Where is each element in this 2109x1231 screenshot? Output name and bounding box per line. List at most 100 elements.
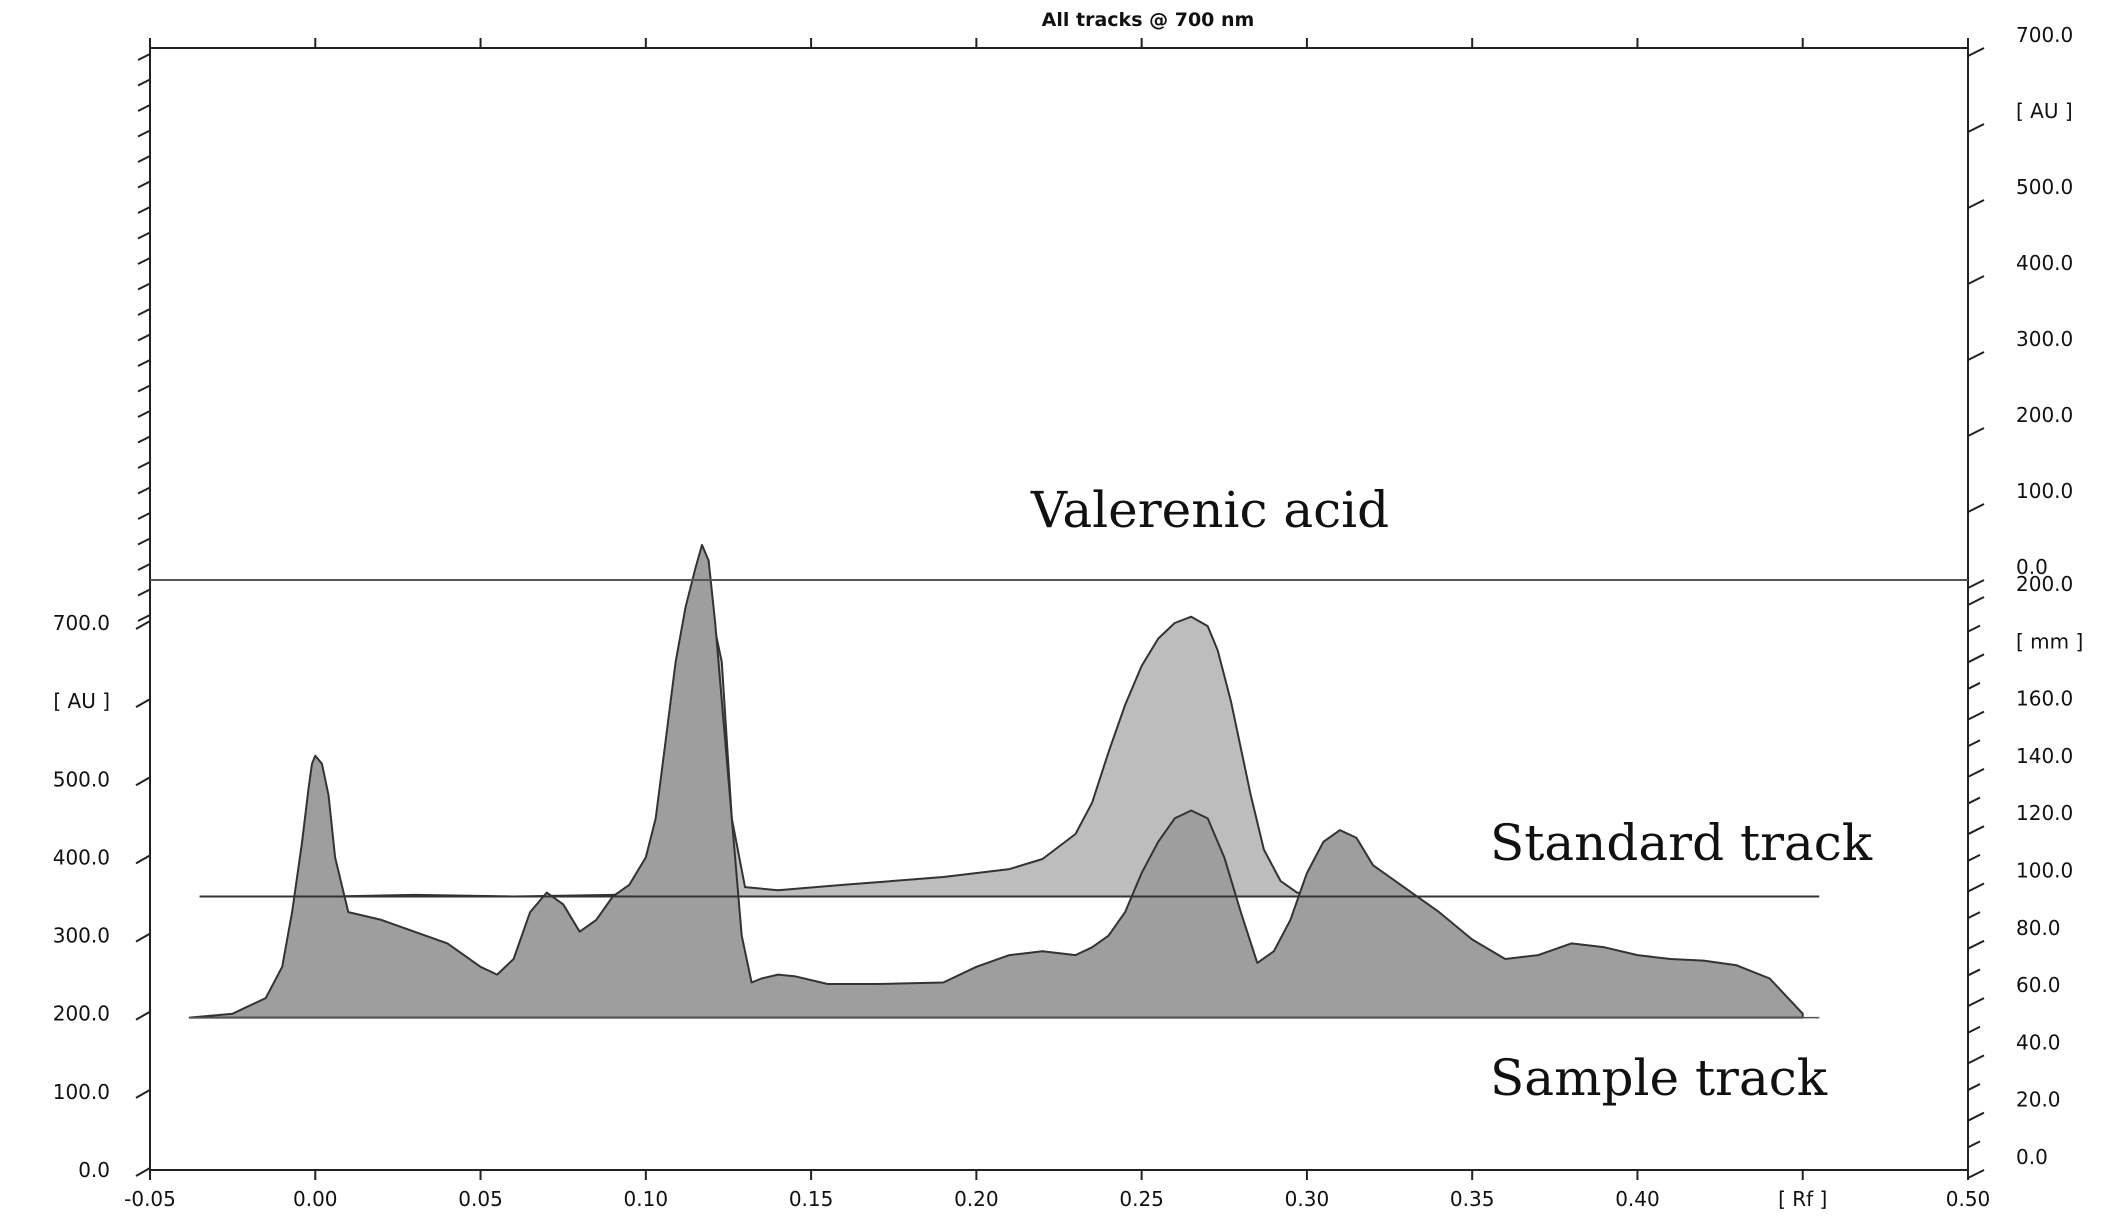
right-lower-tick — [1967, 1054, 1985, 1065]
left-tick-label: 200.0 — [53, 1002, 110, 1026]
left-tick — [135, 1010, 151, 1021]
right-upper-tick-label: 300.0 — [2016, 327, 2073, 351]
right-lower-minor-tick — [1967, 1083, 1981, 1091]
right-lower-tick — [1967, 1111, 1985, 1122]
x-tick-label: 0.50 — [1946, 1187, 1991, 1211]
left-minor-tick — [137, 53, 151, 61]
right-upper-tick-label: 100.0 — [2016, 479, 2073, 503]
left-minor-tick — [137, 588, 151, 597]
left-tick-label: 300.0 — [53, 924, 110, 948]
right-upper-tick-label: 0.0 — [2016, 555, 2048, 579]
left-minor-tick — [137, 104, 151, 112]
right-upper-tick-label: 200.0 — [2016, 403, 2073, 427]
right-lower-tick — [1967, 997, 1985, 1007]
right-lower-tick — [1967, 882, 1985, 893]
x-tick-label: 0.15 — [789, 1187, 834, 1211]
right-lower-minor-tick — [1967, 796, 1981, 805]
right-lower-minor-tick — [1967, 911, 1981, 920]
left-minor-tick — [137, 512, 151, 520]
annotation-sample-track: Sample track — [1490, 1049, 1828, 1107]
right-lower-tick-label: 160.0 — [2016, 687, 2073, 711]
left-minor-tick — [137, 486, 151, 495]
right-lower-tick-label: 200.0 — [2016, 572, 2073, 596]
right-lower-tick-label: 0.0 — [2016, 1145, 2048, 1169]
left-minor-tick — [137, 231, 151, 240]
left-minor-tick — [137, 282, 151, 291]
right-upper-tick — [1967, 199, 1985, 209]
left-tick-label: [ AU ] — [53, 689, 110, 713]
left-tick-label: 0.0 — [78, 1158, 110, 1182]
left-minor-tick — [137, 359, 151, 367]
left-tick — [135, 932, 151, 943]
series-area-sample-track — [188, 543, 1804, 1019]
right-upper-tick-label: 400.0 — [2016, 251, 2073, 275]
right-lower-minor-tick — [1967, 739, 1981, 748]
right-upper-tick-label: [ AU ] — [2016, 99, 2073, 123]
left-minor-tick — [137, 537, 151, 546]
left-tick — [135, 1167, 151, 1177]
right-lower-tick-label: 20.0 — [2016, 1088, 2061, 1112]
tick-labels: -0.05 0.00 0.05 0.10 0.15 0.20 0.25 0.30 0.35 0.4… — [53, 23, 2084, 1211]
left-tick — [135, 620, 151, 630]
x-tick-label: 0.35 — [1450, 1187, 1495, 1211]
axes — [149, 47, 1969, 1171]
left-minor-tick — [137, 614, 151, 622]
x-tick-label: 0.10 — [624, 1187, 669, 1211]
right-lower-tick — [1967, 596, 1985, 606]
series-fills — [188, 543, 1804, 1019]
left-minor-tick — [137, 461, 151, 469]
annotation-standard-track: Standard track — [1490, 814, 1873, 872]
right-upper-tick-label: 700.0 — [2016, 23, 2073, 47]
x-tick-label: 0.20 — [954, 1187, 999, 1211]
left-tick-label: 500.0 — [53, 767, 110, 791]
x-tick-label: 0.00 — [293, 1187, 338, 1211]
left-tick — [135, 698, 151, 709]
right-lower-tick-label: 120.0 — [2016, 801, 2073, 825]
right-lower-minor-tick — [1967, 968, 1981, 977]
left-minor-tick — [137, 155, 151, 163]
left-minor-tick — [137, 78, 151, 87]
right-lower-tick — [1967, 768, 1985, 778]
right-upper-tick — [1967, 427, 1985, 437]
right-lower-tick-label: 100.0 — [2016, 859, 2073, 883]
left-minor-tick — [137, 257, 151, 265]
right-lower-tick-label: 40.0 — [2016, 1030, 2061, 1054]
right-lower-minor-tick — [1967, 1140, 1981, 1149]
left-tick-label: 400.0 — [53, 845, 110, 869]
right-upper-tick — [1967, 503, 1985, 513]
left-tick — [135, 1088, 151, 1099]
right-lower-tick — [1967, 825, 1985, 836]
left-minor-tick — [137, 435, 151, 444]
x-tick-label: 0.25 — [1119, 1187, 1164, 1211]
left-minor-tick — [137, 206, 151, 214]
right-lower-tick-label: 80.0 — [2016, 916, 2061, 940]
right-upper-tick — [1967, 47, 1985, 57]
x-tick-label: 0.40 — [1615, 1187, 1660, 1211]
left-tick — [135, 776, 151, 787]
ticks — [135, 38, 1985, 1180]
left-tick-label: 100.0 — [53, 1080, 110, 1104]
x-tick-label: 0.05 — [458, 1187, 503, 1211]
left-minor-tick — [137, 129, 151, 138]
x-tick-label: 0.30 — [1285, 1187, 1330, 1211]
left-minor-tick — [137, 180, 151, 189]
right-upper-tick — [1967, 123, 1985, 133]
right-lower-tick-label: 60.0 — [2016, 973, 2061, 997]
right-lower-tick-label: 140.0 — [2016, 744, 2073, 768]
right-upper-tick — [1967, 275, 1985, 285]
right-lower-tick-label: [ mm ] — [2016, 629, 2083, 653]
right-lower-tick — [1967, 710, 1985, 721]
left-tick — [135, 854, 151, 865]
right-lower-minor-tick — [1967, 682, 1981, 690]
right-upper-tick — [1967, 351, 1985, 361]
annotation-compound: Valerenic acid — [1030, 481, 1389, 539]
left-tick-label: 700.0 — [53, 611, 110, 635]
left-minor-tick — [137, 308, 151, 316]
right-lower-minor-tick — [1967, 853, 1981, 862]
left-minor-tick — [137, 333, 151, 342]
right-lower-tick — [1967, 1169, 1985, 1179]
left-minor-tick — [137, 563, 151, 571]
left-minor-tick — [137, 384, 151, 393]
left-minor-tick — [137, 410, 151, 418]
